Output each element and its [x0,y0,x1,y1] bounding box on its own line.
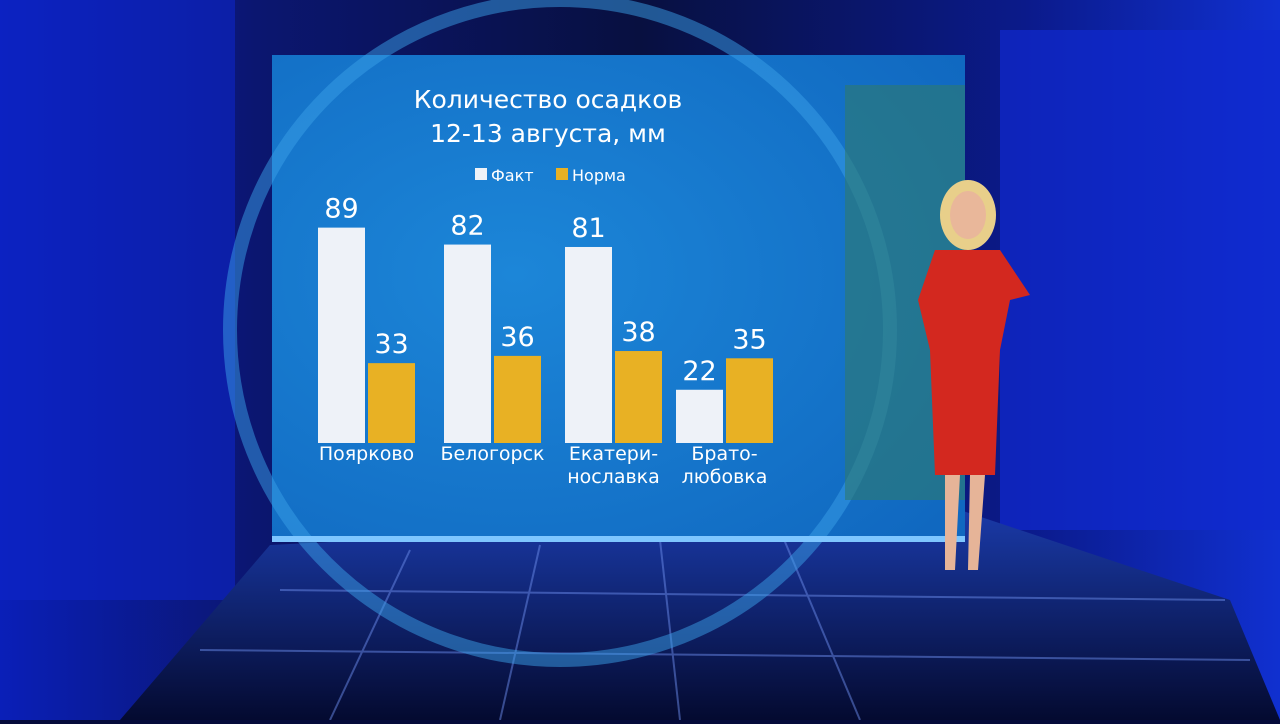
value-label: 82 [450,211,484,242]
legend-swatch [475,168,487,180]
bar [615,351,662,443]
value-label: 38 [621,317,655,348]
legend-label: Норма [572,166,626,185]
right-wall [1000,30,1280,530]
bar [726,358,773,443]
category-label: Брато-любовка [682,443,768,488]
screen-glow [272,536,965,542]
category-label: Белогорск [440,443,544,465]
bar [318,227,365,443]
category-label: Поярково [319,443,414,465]
legend-swatch [556,168,568,180]
bar [565,246,612,443]
value-label: 81 [571,213,605,244]
value-label: 35 [732,324,766,355]
chart-subtitle: 12-13 августа, мм [430,119,666,148]
bar [368,363,415,443]
value-label: 33 [374,329,408,360]
presenter [918,180,1030,570]
left-wall [0,0,235,600]
floor [120,510,1280,720]
plot: 89 33 Поярково 82 36 Белогорск 81 38 Екатери-нос… [318,194,773,488]
bar [676,389,723,443]
legend-label: Факт [491,166,534,185]
legend: Факт Норма [475,166,626,185]
value-label: 22 [682,356,716,387]
value-label: 89 [324,194,358,225]
value-label: 36 [500,322,534,353]
category-label: Екатери-нославка [567,443,660,488]
bar [494,355,541,443]
chart-title: Количество осадков [414,85,682,114]
bar [444,244,491,443]
